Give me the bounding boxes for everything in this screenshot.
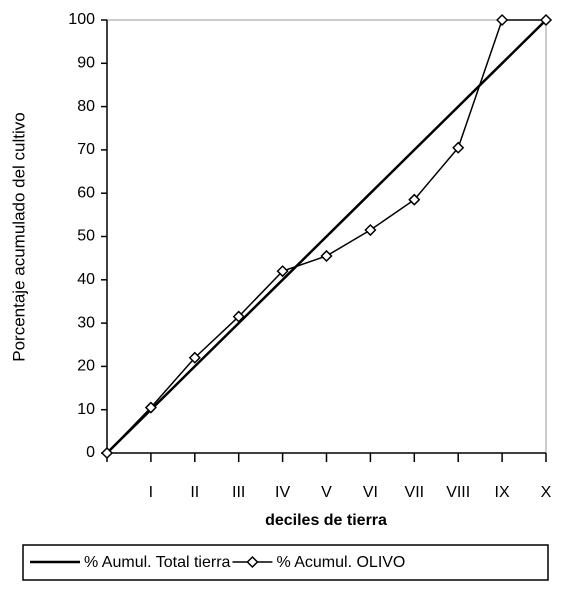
x-tick-label: X <box>541 484 552 501</box>
legend-box <box>22 544 549 581</box>
y-tick-label: 0 <box>86 444 95 461</box>
y-tick-label: 100 <box>68 11 95 28</box>
x-tick-label: IX <box>495 484 510 501</box>
x-tick-label: II <box>190 484 199 501</box>
y-tick-label: 70 <box>77 141 95 158</box>
marker <box>452 141 465 154</box>
series-line <box>106 19 547 454</box>
legend-label: % Aumul. Total tierra <box>84 554 231 571</box>
y-tick-label: 80 <box>77 98 95 115</box>
x-tick-label: III <box>232 484 245 501</box>
x-tick-label: VII <box>405 484 425 501</box>
marker <box>100 446 114 460</box>
y-tick-label: 50 <box>77 228 95 245</box>
y-tick-label: 20 <box>77 358 95 375</box>
legend-label: % Acumul. OLIVO <box>276 554 405 571</box>
x-tick-label: IV <box>275 484 290 501</box>
marker <box>188 351 201 364</box>
x-tick-label: VI <box>363 484 378 501</box>
x-axis-title: deciles de tierra <box>265 512 387 529</box>
y-tick-label: 40 <box>77 271 95 288</box>
marker <box>232 310 245 323</box>
marker <box>144 401 157 414</box>
legend-marker <box>246 555 259 569</box>
x-tick-label: V <box>321 484 332 501</box>
marker <box>320 249 333 263</box>
marker <box>539 13 553 27</box>
y-axis-title: Porcentaje acumulado del cultivo <box>9 112 28 361</box>
marker <box>276 265 289 278</box>
y-tick-label: 30 <box>77 314 95 331</box>
y-tick-label: 60 <box>77 184 95 201</box>
x-tick-label: VIII <box>446 484 470 501</box>
x-tick-label: I <box>149 484 153 501</box>
y-tick-label: 90 <box>77 55 95 72</box>
marker <box>364 223 377 237</box>
marker <box>496 13 509 27</box>
y-tick-label: 10 <box>77 401 95 418</box>
marker <box>408 193 421 206</box>
